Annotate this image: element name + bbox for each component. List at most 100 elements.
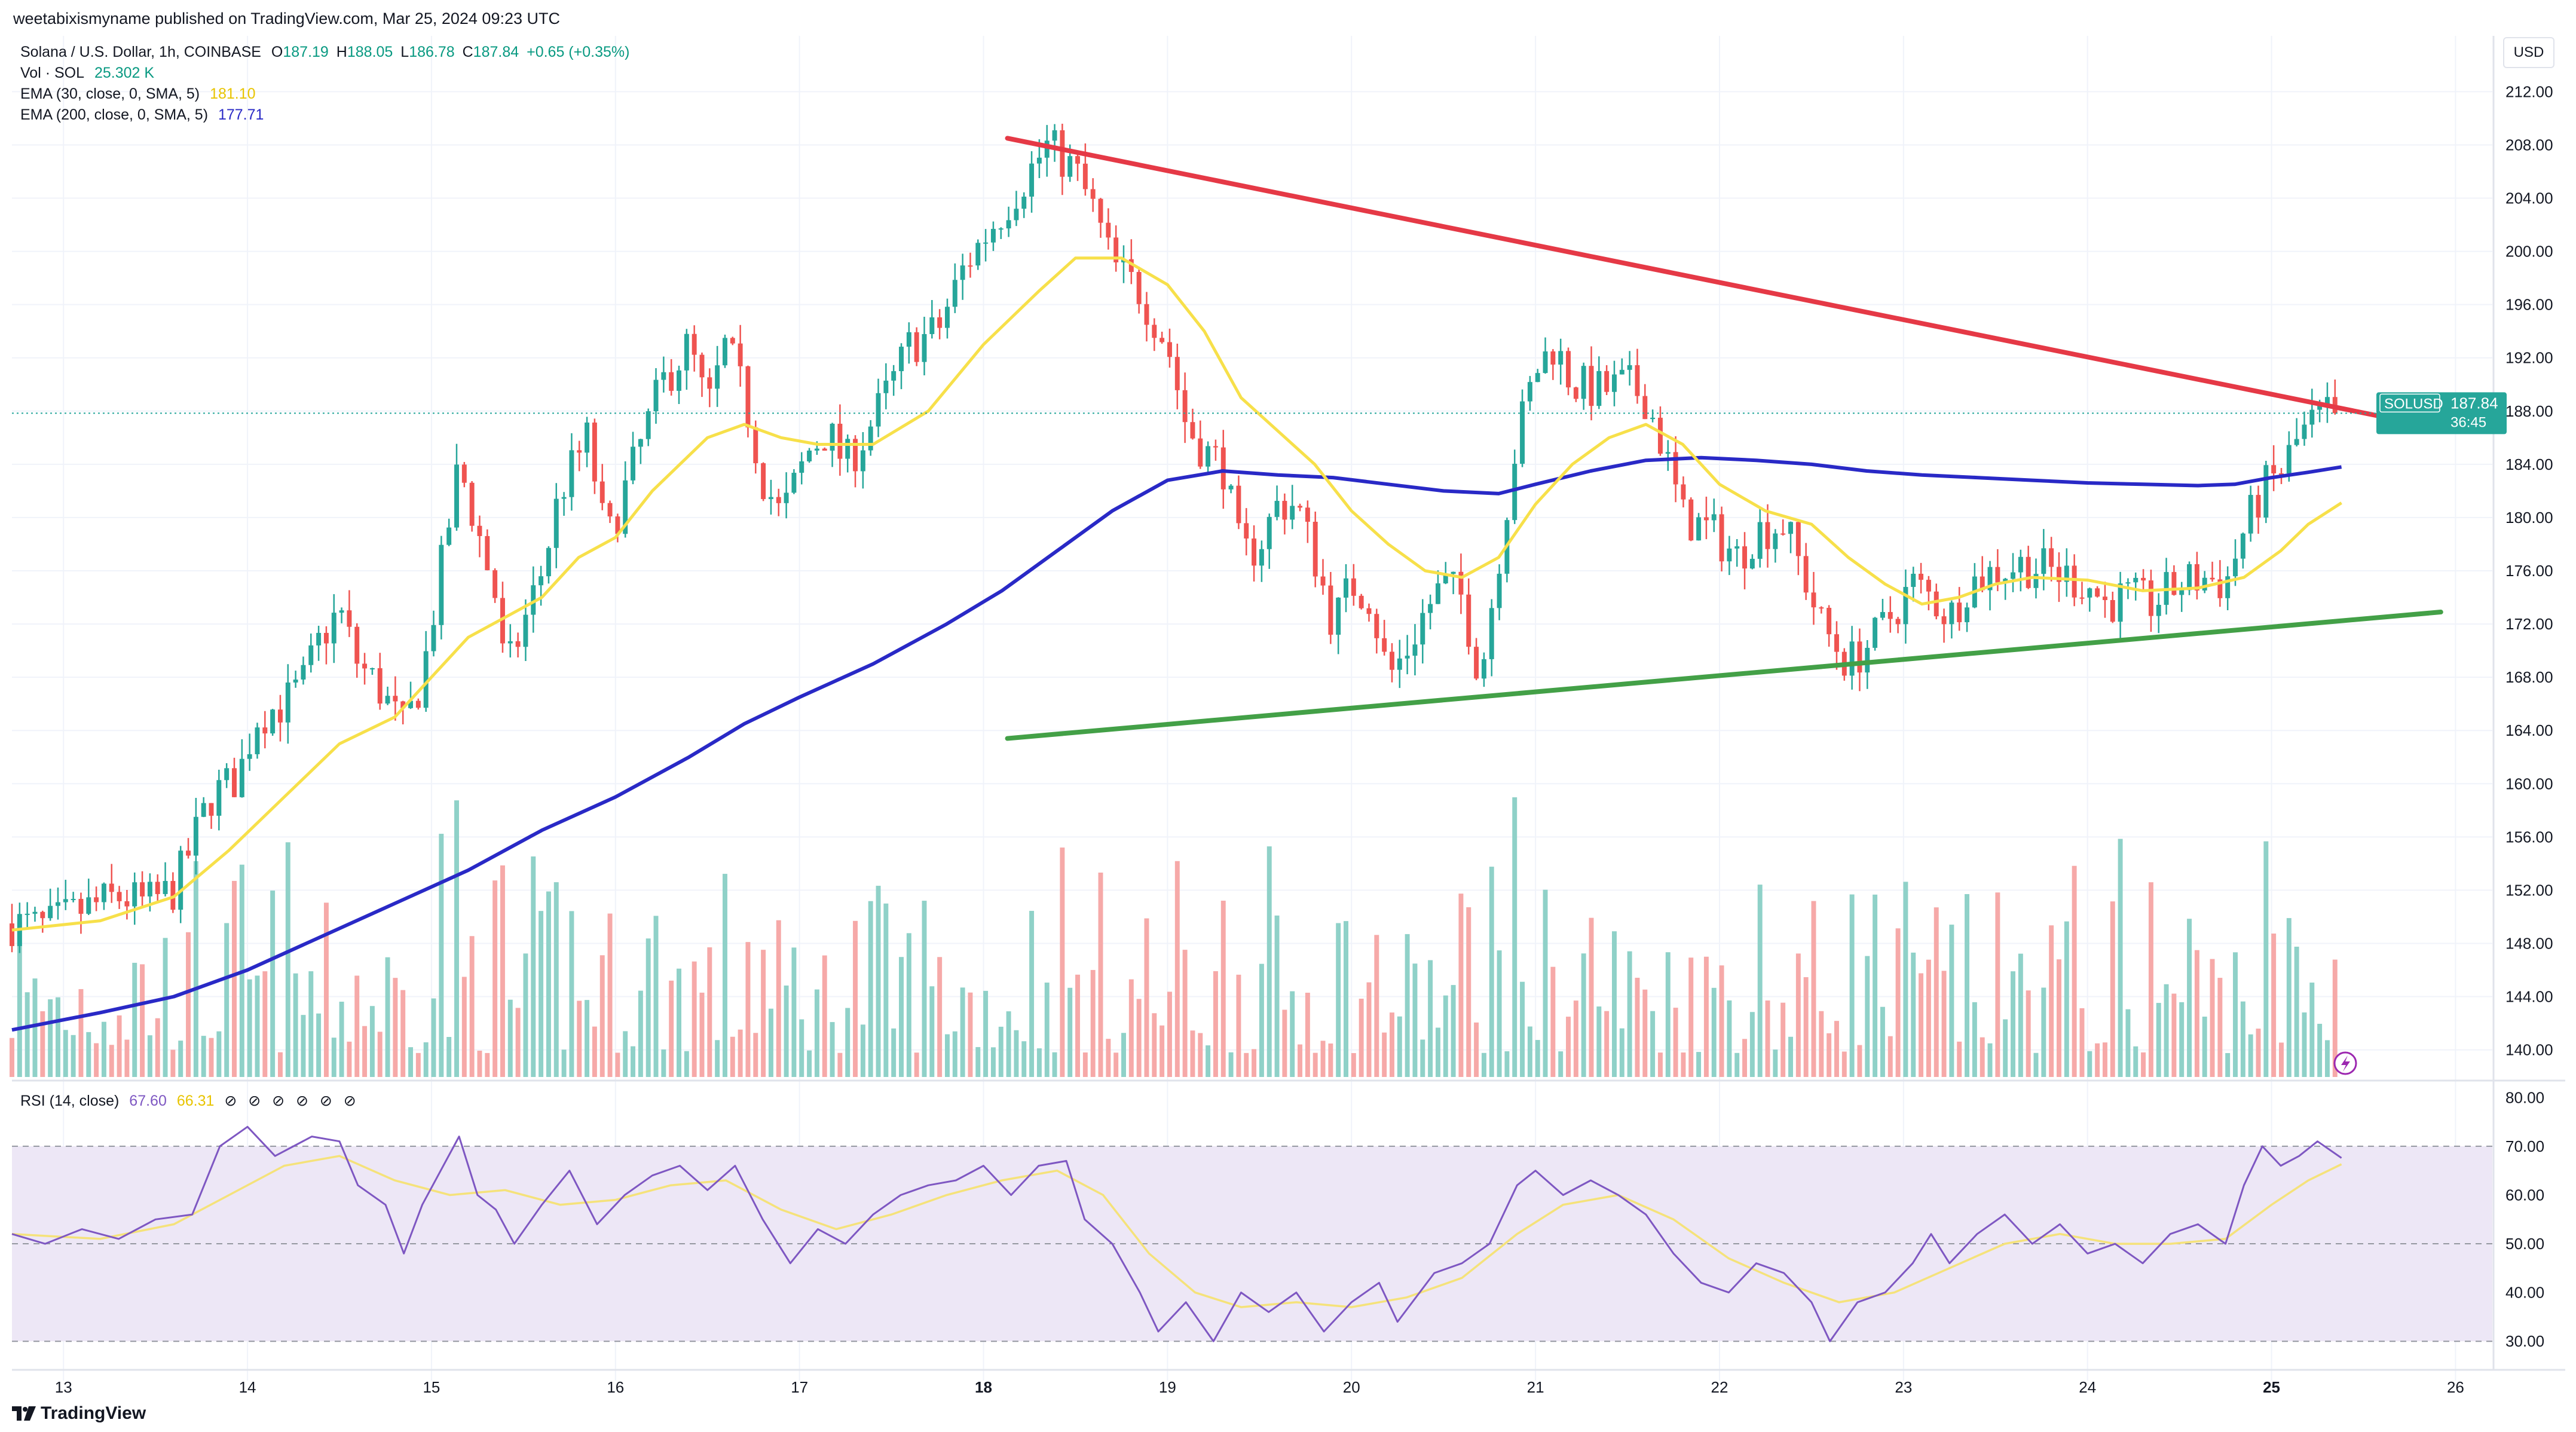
rsi-legend[interactable]: RSI (14, close) 67.60 66.31 ⊘ ⊘ ⊘ ⊘ ⊘ ⊘ [20, 1092, 366, 1110]
candle-up [1749, 559, 1755, 569]
candle-up [1849, 641, 1855, 676]
volume-bar [2302, 1012, 2307, 1077]
candle-down [1236, 485, 1241, 524]
volume-bar [2011, 971, 2015, 1077]
candle-down [1136, 272, 1142, 304]
volume-bar [883, 903, 889, 1077]
volume-bar [255, 975, 260, 1077]
candle-down [1919, 574, 1924, 580]
candle-up [2033, 574, 2039, 588]
candle-up [48, 905, 53, 919]
volume-bar [599, 955, 605, 1077]
volume-bar [331, 1038, 336, 1077]
candle-up [1443, 574, 1448, 584]
candle-down [2026, 556, 2031, 588]
candle-down [2049, 548, 2054, 567]
volume-bar [784, 985, 789, 1077]
symbol-tag-bg [2379, 393, 2440, 413]
candle-down [186, 850, 191, 856]
candle-up [2011, 572, 2015, 579]
volume-bar [814, 989, 819, 1077]
candle-up [316, 632, 322, 645]
volume-bar [109, 1045, 114, 1077]
candle-down [1190, 422, 1195, 439]
candle-down [1313, 522, 1318, 577]
legend-main-series[interactable]: Solana / U.S. Dollar, 1h, COINBASE O187.… [20, 42, 633, 63]
candle-down [2095, 588, 2100, 597]
candle-up [1029, 163, 1035, 197]
volume-bar [868, 901, 873, 1077]
close-label: C [462, 44, 473, 60]
price-tick-label: 200.00 [2505, 243, 2553, 261]
volume-bar [1082, 1052, 1088, 1077]
volume-bar [2064, 921, 2069, 1077]
candle-down [1827, 608, 1832, 635]
volume-bar [400, 990, 406, 1077]
candle-up [71, 899, 76, 901]
price-tick-label: 152.00 [2505, 881, 2553, 899]
volume-bar [2263, 841, 2269, 1077]
volume-bar [837, 1052, 843, 1077]
candle-up [239, 758, 244, 797]
candle-down [1673, 452, 1678, 485]
time-axis[interactable]: 13 14 15 16 17 18 19 20 21 22 23 24 25 26 [55, 1378, 2464, 1396]
volume-bar [1819, 1011, 1824, 1077]
candle-up [1627, 365, 1632, 370]
volume-value: 25.302 K [94, 65, 155, 81]
time-tick-label: 25 [2263, 1378, 2280, 1396]
volume-bar [393, 978, 398, 1077]
rsi-tick-label: 50.00 [2505, 1235, 2544, 1253]
legend-volume[interactable]: Vol · SOL 25.302 K [20, 63, 633, 84]
volume-bar [822, 955, 827, 1077]
trend-lines[interactable] [12, 136, 2492, 741]
volume-bar [998, 1026, 1004, 1077]
candle-up [814, 448, 819, 451]
volume-bar [247, 979, 252, 1077]
volume-bar [1252, 1049, 1257, 1077]
candle-up [193, 816, 198, 856]
volume-bar [1198, 1033, 1203, 1077]
volume-bar [1734, 1052, 1740, 1077]
volume-bar [1887, 1036, 1893, 1077]
candle-down [2148, 580, 2153, 616]
candle-down [776, 497, 781, 503]
candle-up [285, 682, 290, 723]
volume-bar [1428, 960, 1433, 1077]
candle-up [32, 911, 38, 914]
volume-bar [1328, 1043, 1333, 1077]
legend-ema-30[interactable]: EMA (30, close, 0, SMA, 5) 181.10 [20, 84, 633, 105]
candle-down [937, 317, 943, 328]
candle-up [2225, 576, 2231, 598]
price-axis[interactable]: 212.00 208.00 204.00 200.00 196.00 192.00 188.… [2505, 82, 2553, 1058]
candle-down [485, 536, 490, 571]
price-tick-label: 164.00 [2505, 721, 2553, 739]
volume-bar [937, 957, 943, 1077]
volume-bar [990, 1047, 996, 1077]
candle-up [929, 317, 935, 334]
ema-30-name: EMA (30, close, 0, SMA, 5) [20, 85, 200, 102]
volume-bar [645, 938, 651, 1077]
rsi-axis[interactable]: 80.00 70.00 60.00 50.00 40.00 30.00 [2505, 1088, 2544, 1350]
price-tick-label: 160.00 [2505, 775, 2553, 793]
volume-bar [2049, 925, 2054, 1077]
candle-down [1474, 647, 1479, 679]
legend-ema-200[interactable]: EMA (200, close, 0, SMA, 5) 177.71 [20, 105, 633, 126]
low-value: 186.78 [409, 44, 455, 60]
candle-up [2064, 565, 2069, 582]
candle-up [899, 347, 904, 371]
volume-bar [1757, 885, 1763, 1077]
volume-bar [1596, 1006, 1602, 1077]
volume-bar [94, 1043, 99, 1077]
currency-button[interactable]: USD [2503, 37, 2554, 68]
lightning-icon[interactable] [2333, 1051, 2357, 1075]
candle-down [500, 598, 505, 644]
tradingview-logo[interactable]: TradingView [12, 1403, 146, 1424]
candle-up [1581, 366, 1586, 399]
volume-bar [492, 880, 498, 1077]
candle-up [2087, 588, 2092, 598]
volume-bar [461, 977, 467, 1077]
volume-bar [661, 1049, 666, 1077]
volume-bar [1006, 1011, 1011, 1077]
candle-up [2133, 577, 2138, 583]
